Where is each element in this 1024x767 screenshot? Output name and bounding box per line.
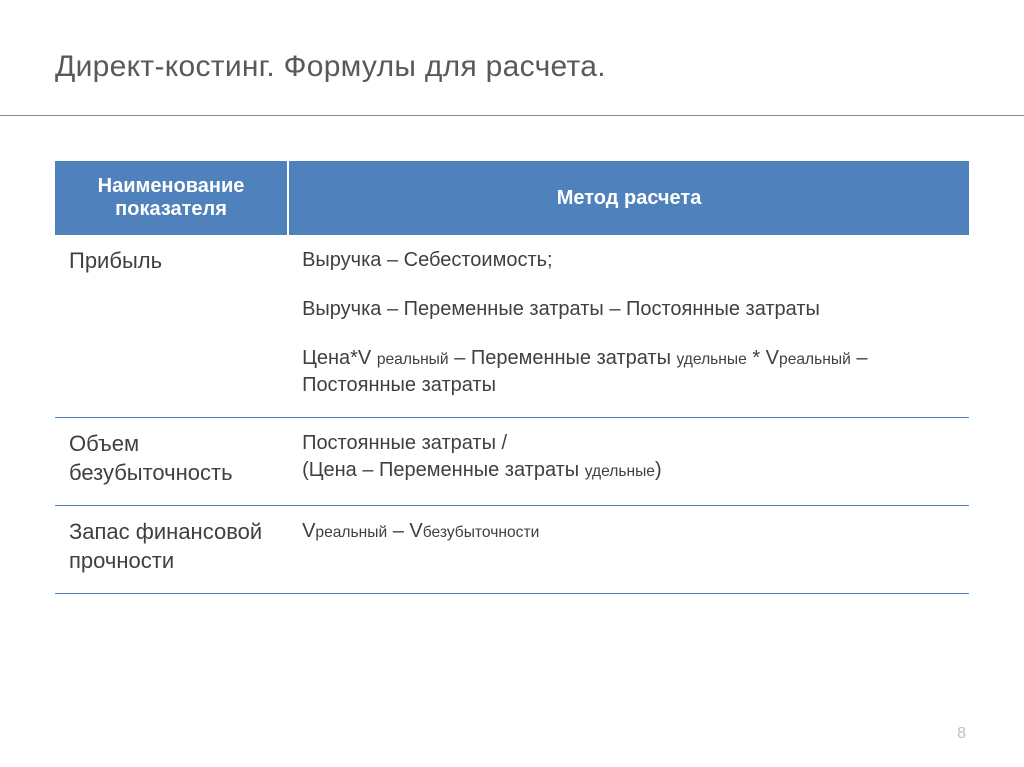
formula-line: Vреальный – Vбезубыточности [302, 518, 955, 545]
formula-subscript: удельные [585, 463, 655, 480]
row-formula-safety-margin: Vреальный – Vбезубыточности [288, 506, 969, 594]
header-indicator-name: Наименование показателя [55, 161, 288, 235]
row-label-safety-margin: Запас финансовой прочности [55, 506, 288, 594]
slide-title: Директ-костинг. Формулы для расчета. [55, 50, 969, 84]
row-formula-breakeven-volume: Постоянные затраты / (Цена – Переменные … [288, 418, 969, 506]
formula-text: – Переменные затраты [449, 347, 677, 369]
formula-block: Vреальный – Vбезубыточности [302, 518, 955, 545]
table-header-row: Наименование показателя Метод расчета [55, 161, 969, 235]
formula-text: (Цена – Переменные затраты [302, 459, 585, 481]
formula-line: Цена*V реальный – Переменные затраты уде… [302, 345, 955, 399]
formula-subscript: удельные [677, 351, 747, 368]
row-label-breakeven-volume: Объем безубыточность [55, 418, 288, 506]
table-row: Запас финансовой прочности Vреальный – V… [55, 506, 969, 594]
formula-subscript: безубыточности [423, 524, 540, 541]
formulas-table: Наименование показателя Метод расчета Пр… [55, 161, 969, 594]
table-row: Прибыль Выручка – Себестоимость; Выручка… [55, 235, 969, 418]
formula-subscript: реальный [779, 351, 851, 368]
formula-subscript: реальный [315, 524, 387, 541]
formula-text: – V [387, 520, 423, 542]
formula-line: (Цена – Переменные затраты удельные) [302, 457, 955, 484]
formula-block: Постоянные затраты / (Цена – Переменные … [302, 430, 955, 484]
formula-line: Выручка – Переменные затраты – Постоянны… [302, 296, 955, 323]
formula-block: Выручка – Себестоимость; Выручка – Перем… [302, 247, 955, 399]
formula-line: Постоянные затраты / [302, 430, 955, 457]
row-label-profit: Прибыль [55, 235, 288, 418]
row-formula-profit: Выручка – Себестоимость; Выручка – Перем… [288, 235, 969, 418]
header-calculation-method: Метод расчета [288, 161, 969, 235]
formula-text: V [302, 520, 315, 542]
formula-line: Выручка – Себестоимость; [302, 247, 955, 274]
formula-text: * V [747, 347, 779, 369]
horizontal-divider [0, 115, 1024, 116]
content-area: Наименование показателя Метод расчета Пр… [55, 116, 969, 594]
formula-subscript: реальный [377, 351, 449, 368]
formula-text: ) [655, 459, 662, 481]
page-number: 8 [957, 725, 966, 743]
formula-text: Цена*V [302, 347, 377, 369]
slide: Директ-костинг. Формулы для расчета. Наи… [0, 0, 1024, 767]
table-row: Объем безубыточность Постоянные затраты … [55, 418, 969, 506]
